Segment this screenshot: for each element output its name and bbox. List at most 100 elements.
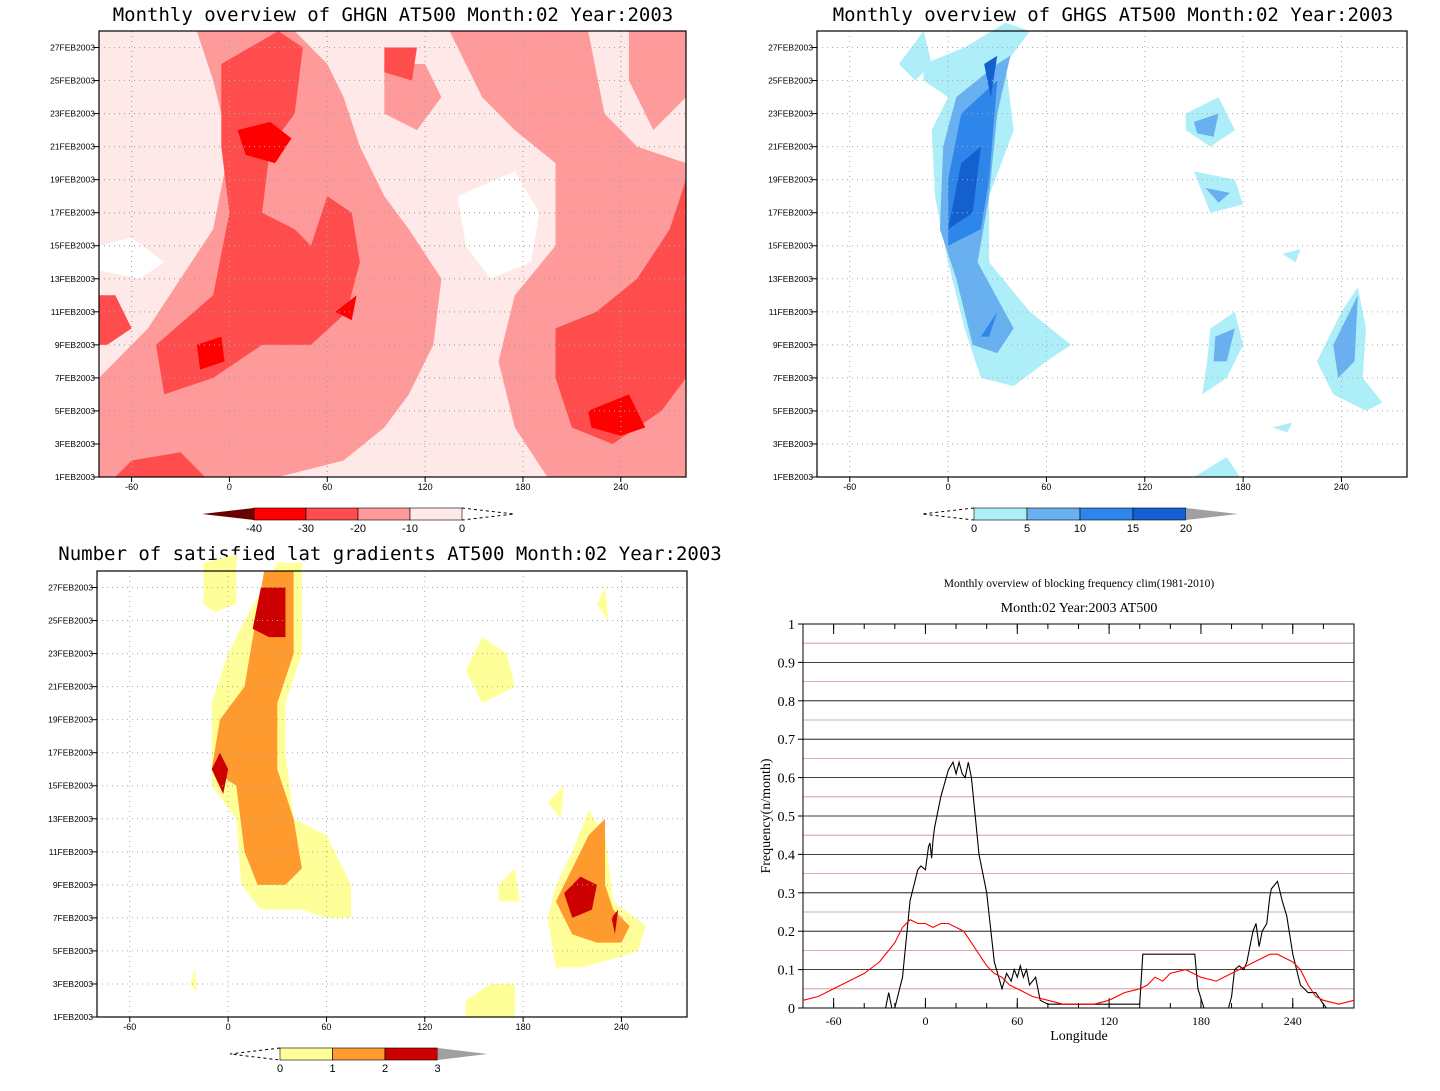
series-line-black <box>803 760 1354 1009</box>
ytick-label: 7FEB2003 <box>53 913 93 923</box>
ytick-label: 0 <box>788 1002 795 1017</box>
colorbar-swatch <box>1132 507 1187 521</box>
plot-area: -60 0 60 120 180 240 1FEB2003 3FEB2003 5FEB2003 7… <box>48 554 688 1032</box>
xtick-label: 60 <box>1011 1014 1023 1028</box>
ghgn-title: Monthly overview of GHGN AT500 Month:02 … <box>112 4 674 26</box>
ytick-label: 0.9 <box>778 656 796 671</box>
xtick-label: -60 <box>123 1022 136 1032</box>
ghgs-heatmap: -60 0 60 120 180 240 1FEB2003 3FEB2003 5FEB2003 7… <box>768 22 1408 535</box>
contour-level-5-10 <box>1193 113 1219 137</box>
contour-level-1-2 <box>211 571 302 885</box>
colorbar-label: 15 <box>1127 523 1139 535</box>
ytick-label: 27FEB2003 <box>50 43 95 53</box>
ytick-label: 17FEB2003 <box>768 208 813 218</box>
ytick-label: 9FEB2003 <box>53 880 93 890</box>
contour-level-0-1 <box>547 785 565 819</box>
colorbar: 0 1 2 3 <box>229 1047 488 1075</box>
contour-level-20-10 <box>628 31 686 131</box>
ytick-label: 13FEB2003 <box>50 274 95 284</box>
ytick-label: 19FEB2003 <box>768 175 813 185</box>
xtick-label: 60 <box>1041 482 1051 492</box>
ytick-label: 25FEB2003 <box>768 76 813 86</box>
ytick-label: 25FEB2003 <box>50 76 95 86</box>
ytick-label: 1FEB2003 <box>53 1012 93 1022</box>
colorbar-swatch <box>332 1047 386 1061</box>
colorbar-label: 10 <box>1074 523 1086 535</box>
xtick-label: 240 <box>614 1022 629 1032</box>
colorbar-label: -30 <box>298 523 314 535</box>
contour-level-30-20 <box>156 31 360 395</box>
colorbar-swatch <box>384 1047 438 1061</box>
colorbar-swatch <box>253 507 307 521</box>
ytick-label: 0.5 <box>778 810 796 825</box>
xtick-label: -60 <box>826 1014 842 1028</box>
x-axis-label: Longitude <box>1050 1029 1108 1044</box>
contour-level-2-3 <box>611 909 619 935</box>
ytick-label: 9FEB2003 <box>773 340 813 350</box>
contour-level-2-3 <box>252 587 286 638</box>
colorbar-label: 20 <box>1180 523 1192 535</box>
ytick-label: 0.4 <box>778 848 796 863</box>
ytick-label: 0.8 <box>778 695 796 710</box>
ytick-label: 0.1 <box>778 964 796 979</box>
ytick-label: 13FEB2003 <box>768 274 813 284</box>
contour-level-0-1 <box>203 554 237 613</box>
colorbar: -40 -30 -20 -10 0 <box>202 507 515 535</box>
contour-below-30 <box>588 394 646 436</box>
colorbar-upper-triangle <box>437 1048 488 1060</box>
xtick-label: -60 <box>843 482 856 492</box>
colorbar-label: 0 <box>459 523 465 535</box>
ytick-label: 1FEB2003 <box>55 472 95 482</box>
xtick-label: -60 <box>125 482 138 492</box>
xtick-label: 0 <box>227 482 232 492</box>
ytick-label: 27FEB2003 <box>48 583 93 593</box>
colorbar-swatch <box>279 1047 333 1061</box>
contour-above-0 <box>99 237 165 279</box>
ytick-label: 5FEB2003 <box>53 946 93 956</box>
ytick-label: 7FEB2003 <box>55 373 95 383</box>
ytick-label: 0.2 <box>778 925 796 940</box>
colorbar-label: 5 <box>1024 523 1030 535</box>
contour-level-10-15 <box>980 311 998 337</box>
contour-level-0-1 <box>596 587 609 621</box>
contour-level-5-10 <box>1213 328 1235 362</box>
contour-level-30-20 <box>384 47 417 81</box>
xtick-label: 60 <box>322 482 332 492</box>
ytick-label: 23FEB2003 <box>768 109 813 119</box>
ytick-label: 25FEB2003 <box>48 616 93 626</box>
xtick-label: 60 <box>321 1022 331 1032</box>
ytick-label: 21FEB2003 <box>768 142 813 152</box>
colorbar-label: -40 <box>246 523 262 535</box>
ytick-label: 11FEB2003 <box>49 847 94 857</box>
colorbar-label: -10 <box>402 523 418 535</box>
contour-layer <box>190 554 647 1017</box>
colorbar-lower-triangle <box>229 1047 281 1061</box>
contour-level-0-5 <box>898 31 932 81</box>
contour-level-2-3 <box>564 876 597 918</box>
ytick-label: 3FEB2003 <box>53 979 93 989</box>
blocking-frequency-line-chart: Monthly overview of blocking frequency c… <box>759 578 1355 1044</box>
colorbar-label: 3 <box>434 1063 440 1075</box>
ytick-label: 9FEB2003 <box>55 340 95 350</box>
ytick-label: 5FEB2003 <box>55 406 95 416</box>
contour-level-20-10 <box>384 64 442 131</box>
ytick-label: 15FEB2003 <box>50 241 95 251</box>
xtick-label: 120 <box>418 482 433 492</box>
ytick-label: 19FEB2003 <box>48 715 93 725</box>
colorbar-swatch <box>409 507 463 521</box>
chart-subtitle: Month:02 Year:2003 AT500 <box>1001 601 1158 616</box>
xtick-label: 0 <box>946 482 951 492</box>
ytick-label: 19FEB2003 <box>50 175 95 185</box>
contour-level-0-1 <box>190 967 197 993</box>
colorbar-swatch <box>1026 507 1081 521</box>
contour-layer <box>898 22 1383 477</box>
ytick-label: 1 <box>788 618 795 633</box>
contour-level-2-3 <box>211 752 229 794</box>
xtick-label: 240 <box>1334 482 1349 492</box>
contour-level-5-10 <box>1205 187 1230 203</box>
colorbar-label: 2 <box>382 1063 388 1075</box>
xtick-label: 120 <box>417 1022 432 1032</box>
contour-level-0-5 <box>1272 422 1293 433</box>
contour-below-30 <box>196 336 225 370</box>
xtick-label: 180 <box>1192 1014 1210 1028</box>
